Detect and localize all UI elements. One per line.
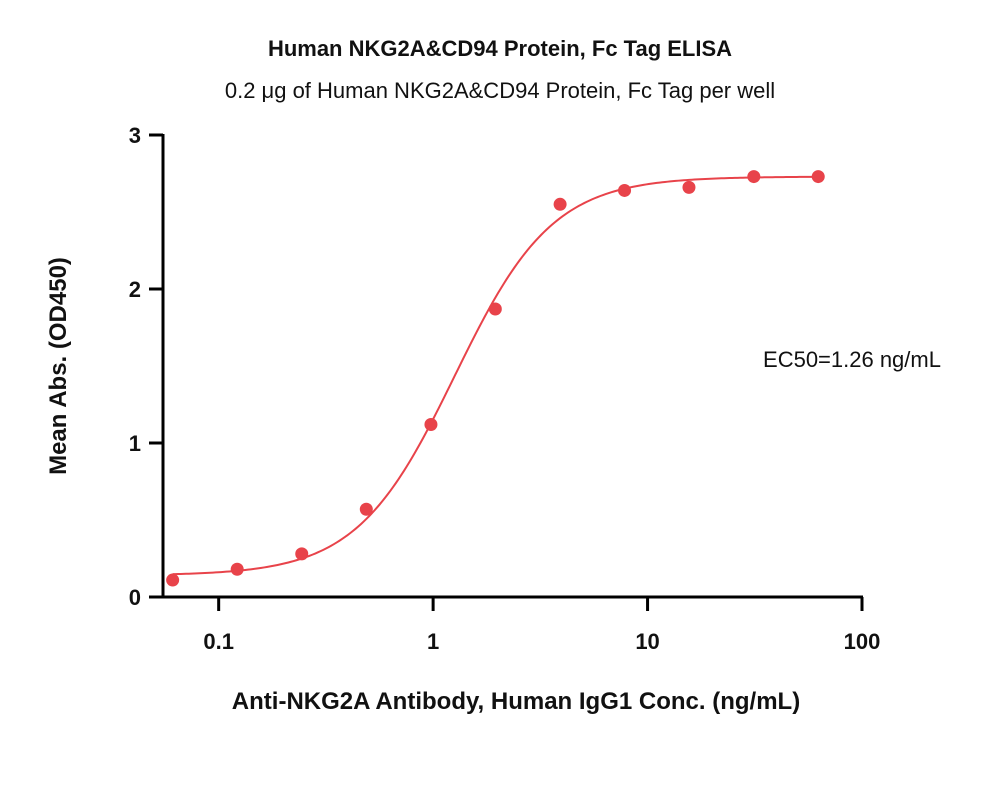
- fit-curve: [172, 175, 819, 576]
- data-point: [230, 562, 244, 576]
- axes-layer: [161, 134, 863, 599]
- x-tick-label: 0.1: [203, 629, 234, 654]
- y-tick-label: 1: [129, 431, 141, 456]
- x-axis-label: Anti-NKG2A Antibody, Human IgG1 Conc. (n…: [232, 688, 800, 715]
- data-point: [682, 180, 696, 194]
- data-point: [618, 183, 632, 197]
- data-point: [811, 170, 825, 184]
- data-point: [359, 502, 373, 516]
- data-points-layer: [166, 170, 825, 587]
- data-point: [553, 197, 567, 211]
- y-axis-label: Mean Abs. (OD450): [45, 257, 72, 475]
- x-tick-label: 10: [635, 629, 659, 654]
- y-tick-label: 3: [129, 123, 141, 148]
- chart-title: Human NKG2A&CD94 Protein, Fc Tag ELISA: [267, 36, 733, 61]
- data-point: [747, 170, 761, 184]
- ticks-layer: 0 1 2 3 0.1 1 10 100: [129, 123, 881, 654]
- data-point: [488, 302, 502, 316]
- data-point: [295, 547, 309, 561]
- chart-subtitle: 0.2 μg of Human NKG2A&CD94 Protein, Fc T…: [224, 78, 776, 103]
- x-tick-label: 1: [427, 629, 439, 654]
- x-tick-label: 100: [844, 629, 881, 654]
- fit-curve-layer: [172, 175, 819, 576]
- y-tick-label: 2: [129, 277, 141, 302]
- ec50-annotation: EC50=1.26 ng/mL: [763, 347, 941, 372]
- data-point: [424, 418, 438, 432]
- data-point: [166, 573, 180, 587]
- y-tick-label: 0: [129, 585, 141, 610]
